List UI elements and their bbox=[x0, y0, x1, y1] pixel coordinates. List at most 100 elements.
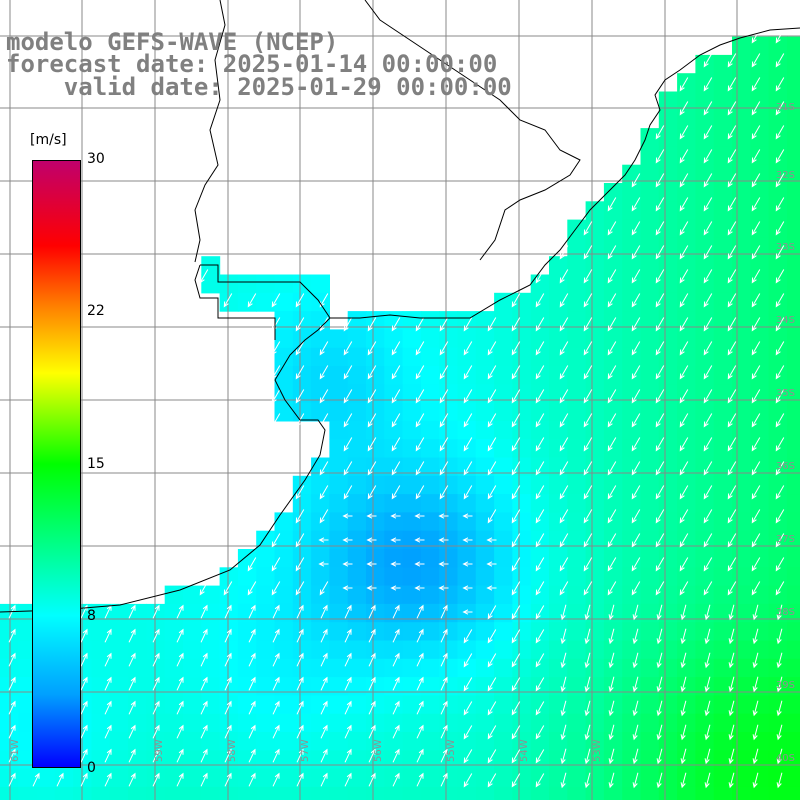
wind-cell bbox=[109, 786, 129, 800]
lat-label: 38S bbox=[776, 607, 795, 618]
wind-cell bbox=[640, 658, 660, 678]
wind-cell bbox=[713, 750, 733, 770]
wind-cell bbox=[640, 219, 660, 239]
wind-cell bbox=[768, 183, 788, 202]
wind-cell bbox=[658, 658, 678, 678]
wind-cell bbox=[658, 164, 678, 184]
wind-cell bbox=[146, 677, 166, 696]
wind-cell bbox=[183, 695, 202, 715]
wind-cell bbox=[567, 768, 587, 788]
wind-cell bbox=[768, 585, 788, 605]
wind-arrow bbox=[415, 365, 425, 380]
wind-cell bbox=[530, 311, 550, 330]
wind-arrow bbox=[152, 604, 160, 619]
wind-cell bbox=[658, 494, 678, 513]
wind-arrow bbox=[295, 365, 305, 380]
wind-arrow bbox=[559, 317, 569, 332]
wind-arrow bbox=[727, 389, 737, 404]
wind-arrow bbox=[776, 700, 783, 717]
wind-cell bbox=[146, 750, 166, 770]
wind-arrow bbox=[367, 461, 377, 476]
wind-arrow bbox=[728, 604, 735, 621]
wind-cell bbox=[128, 695, 147, 715]
wind-cell bbox=[439, 439, 459, 459]
wind-cell bbox=[91, 658, 111, 678]
wind-arrow bbox=[775, 533, 785, 548]
wind-arrow bbox=[487, 509, 497, 524]
wind-arrow bbox=[607, 413, 617, 428]
wind-cell bbox=[494, 347, 513, 367]
wind-arrow bbox=[487, 605, 497, 620]
wind-arrow bbox=[655, 221, 665, 236]
wind-cell bbox=[146, 768, 166, 788]
wind-arrow bbox=[535, 701, 545, 716]
wind-cell bbox=[384, 786, 404, 800]
wind-cell bbox=[549, 567, 568, 587]
wind-arrow bbox=[728, 724, 735, 741]
wind-cell bbox=[366, 567, 385, 587]
wind-arrow bbox=[176, 772, 184, 787]
wind-arrow bbox=[631, 461, 641, 476]
wind-cell bbox=[512, 530, 532, 550]
wind-cell bbox=[347, 713, 367, 733]
wind-arrow bbox=[391, 341, 401, 356]
wind-cell bbox=[750, 347, 770, 367]
wind-arrow bbox=[560, 652, 567, 669]
wind-cell bbox=[713, 439, 733, 459]
wind-cell bbox=[603, 713, 623, 733]
wind-arrow bbox=[487, 629, 497, 644]
wind-cell bbox=[567, 677, 587, 696]
wind-arrow bbox=[8, 652, 16, 667]
wind-cell bbox=[292, 585, 312, 605]
wind-cell bbox=[475, 658, 495, 678]
wind-arrow bbox=[703, 197, 713, 212]
wind-cell bbox=[658, 274, 678, 294]
wind-arrow bbox=[703, 485, 713, 500]
wind-cell bbox=[786, 311, 800, 330]
wind-arrow bbox=[535, 653, 545, 668]
wind-arrow bbox=[392, 628, 400, 643]
wind-arrow bbox=[679, 173, 689, 188]
wind-cell bbox=[640, 549, 660, 568]
wind-cell bbox=[311, 658, 330, 678]
lat-label: 36S bbox=[776, 461, 795, 472]
wind-cell bbox=[91, 622, 111, 642]
wind-cell bbox=[640, 366, 660, 385]
wind-arrow bbox=[487, 413, 497, 428]
wind-cell bbox=[494, 420, 513, 440]
wind-cell bbox=[475, 475, 495, 495]
wind-cell bbox=[256, 677, 276, 696]
wind-cell bbox=[768, 658, 788, 678]
wind-arrow bbox=[416, 724, 424, 739]
wind-cell bbox=[494, 732, 513, 751]
wind-arrow bbox=[584, 652, 591, 669]
wind-arrow bbox=[776, 772, 783, 789]
wind-arrow bbox=[296, 652, 304, 667]
wind-arrow bbox=[751, 509, 761, 524]
wind-cell bbox=[677, 384, 696, 404]
wind-cell bbox=[457, 420, 477, 440]
wind-arrow bbox=[584, 700, 591, 717]
wind-arrow bbox=[607, 485, 617, 500]
wind-cell bbox=[713, 237, 733, 257]
wind-arrow bbox=[655, 437, 665, 452]
wind-arrow bbox=[439, 413, 449, 428]
wind-arrow bbox=[319, 389, 329, 404]
wind-cell bbox=[695, 219, 715, 239]
wind-cell bbox=[384, 457, 404, 477]
wind-arrow bbox=[440, 604, 448, 619]
lon-label: 53W bbox=[592, 739, 603, 762]
wind-cell bbox=[347, 695, 367, 715]
wind-arrow bbox=[583, 485, 593, 500]
wind-cell bbox=[347, 311, 367, 330]
wind-cell bbox=[640, 402, 660, 422]
wind-arrow bbox=[128, 724, 136, 739]
wind-cell bbox=[549, 658, 568, 678]
wind-arrow bbox=[752, 628, 759, 645]
wind-cell bbox=[384, 512, 404, 532]
wind-cell bbox=[475, 311, 495, 330]
wind-cell bbox=[640, 585, 660, 605]
wind-cell bbox=[201, 750, 221, 770]
wind-cell bbox=[585, 713, 605, 733]
